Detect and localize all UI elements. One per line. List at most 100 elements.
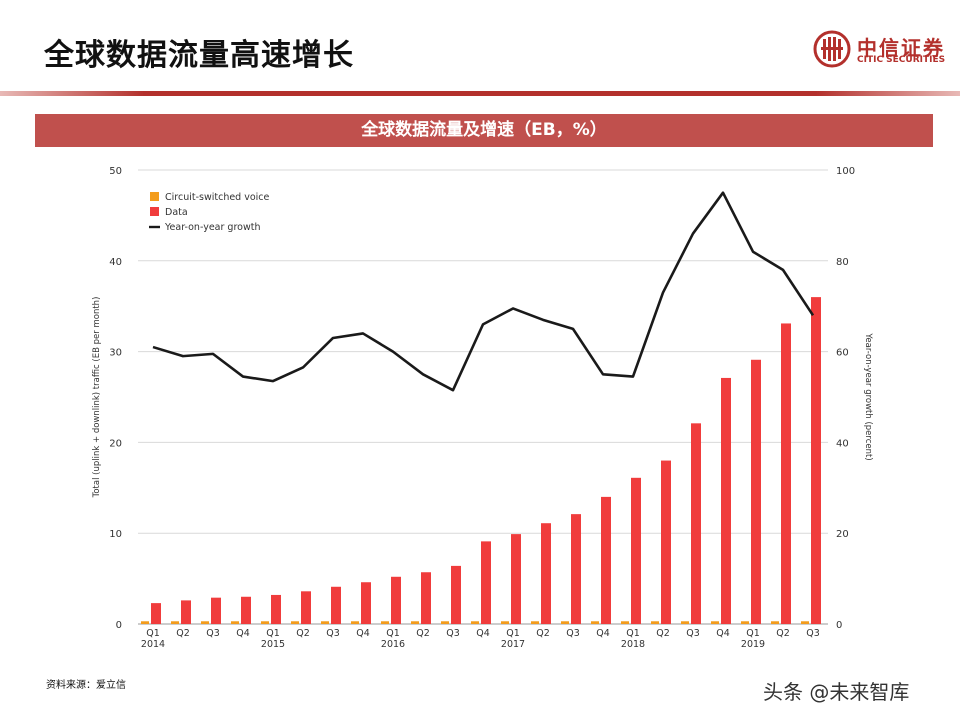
legend-swatch-data	[150, 207, 159, 216]
voice-bar	[471, 621, 479, 624]
data-bar	[661, 460, 671, 624]
voice-bar	[201, 621, 209, 624]
y-left-tick-label: 0	[116, 620, 122, 631]
voice-bar	[351, 621, 359, 624]
chart-title-banner: 全球数据流量及增速（EB，%）	[35, 114, 933, 147]
voice-bar	[621, 621, 629, 624]
data-bar	[601, 496, 611, 624]
page-title: 全球数据流量高速增长	[44, 38, 354, 73]
voice-bar	[591, 621, 599, 624]
voice-bar	[171, 621, 179, 624]
x-tick-label: Q4	[236, 628, 250, 639]
data-bar	[241, 596, 251, 624]
y-right-tick-label: 20	[836, 529, 849, 540]
data-bar	[631, 477, 641, 624]
voice-bar	[381, 621, 389, 624]
data-bar	[811, 297, 821, 624]
x-tick-label: Q3	[566, 628, 580, 639]
x-year-label: 2018	[621, 639, 645, 650]
x-tick-label: Q1	[746, 628, 760, 639]
x-tick-label: Q3	[206, 628, 220, 639]
voice-bar	[291, 621, 299, 624]
voice-bar	[141, 621, 149, 624]
bars	[141, 297, 821, 624]
growth-line-group	[152, 191, 815, 392]
data-bar	[151, 603, 161, 624]
traffic-chart: 0 10 20 30 40 50 0 20 40 60 80 100 Q1 Q2 Q3 Q4 Q1 Q2 Q3 Q4 Q…	[92, 166, 873, 650]
x-tick-label: Q2	[536, 628, 550, 639]
legend-swatch-voice	[150, 192, 159, 201]
x-tick-label: Q2	[416, 628, 430, 639]
x-tick-label: Q3	[326, 628, 340, 639]
citic-logo: 中信证券 CITIC SECURITIES	[813, 30, 948, 70]
voice-bar	[231, 621, 239, 624]
y-left-axis-title: Total (uplink + downlink) traffic (EB pe…	[92, 297, 102, 499]
y-left-tick-label: 20	[109, 438, 122, 449]
x-tick-label: Q1	[386, 628, 400, 639]
voice-bar	[561, 621, 569, 624]
y-right-tick-label: 80	[836, 257, 849, 268]
x-tick-label: Q4	[596, 628, 610, 639]
y-right-axis-title: Year-on-year growth (percent)	[863, 332, 873, 460]
data-bar	[541, 523, 551, 624]
x-tick-label: Q2	[656, 628, 670, 639]
voice-bar	[681, 621, 689, 624]
chart-title: 全球数据流量及增速（EB，%）	[361, 120, 607, 140]
y-left-tick-label: 50	[109, 166, 122, 177]
y-left-tick-label: 10	[109, 529, 122, 540]
y-right-tick-label: 40	[836, 438, 849, 449]
voice-bar	[531, 621, 539, 624]
citic-emblem-icon	[813, 30, 851, 68]
data-bar	[361, 582, 371, 624]
legend-label-growth: Year-on-year growth	[164, 222, 260, 233]
y-right-tick-label: 100	[836, 166, 855, 177]
y-left-tick-label: 40	[109, 257, 122, 268]
watermark: 头条 @未来智库	[763, 680, 910, 704]
logo-name-en: CITIC SECURITIES	[857, 55, 946, 65]
voice-bar	[741, 621, 749, 624]
voice-bar	[651, 621, 659, 624]
x-tick-label: Q3	[806, 628, 820, 639]
legend: Circuit-switched voice Data Year-on-year g…	[149, 192, 270, 233]
data-bar	[271, 594, 281, 624]
x-tick-label: Q4	[716, 628, 730, 639]
voice-bar	[771, 621, 779, 624]
header-divider	[0, 91, 960, 96]
data-bar	[751, 359, 761, 624]
data-bar	[721, 377, 731, 624]
data-bar	[481, 541, 491, 624]
data-bar	[781, 323, 791, 624]
x-tick-label: Q1	[266, 628, 280, 639]
x-year-label: 2014	[141, 639, 165, 650]
voice-bar	[441, 621, 449, 624]
data-bar	[181, 600, 191, 624]
x-tick-label: Q2	[296, 628, 310, 639]
voice-bar	[321, 621, 329, 624]
page-header: 全球数据流量高速增长 中信证券 CITIC SECURITIES	[0, 0, 960, 90]
y-right-tick-label: 0	[836, 620, 842, 631]
x-tick-label: Q3	[446, 628, 460, 639]
data-bar	[511, 534, 521, 624]
data-bar	[391, 576, 401, 624]
x-tick-label: Q3	[686, 628, 700, 639]
voice-bar	[501, 621, 509, 624]
data-bar	[451, 565, 461, 624]
data-bar	[211, 597, 221, 624]
y-left-tick-label: 30	[109, 348, 122, 359]
x-tick-label: Q2	[776, 628, 790, 639]
x-tick-label: Q1	[626, 628, 640, 639]
growth-line	[152, 191, 815, 392]
voice-bar	[411, 621, 419, 624]
x-year-label: 2019	[741, 639, 765, 650]
x-tick-label: Q4	[476, 628, 490, 639]
x-tick-label: Q2	[176, 628, 190, 639]
legend-label-voice: Circuit-switched voice	[165, 192, 270, 203]
data-bar	[421, 572, 431, 624]
logo-name-cn: 中信证券	[857, 36, 945, 60]
source-note: 资料来源：爱立信	[46, 680, 126, 691]
x-tick-label: Q1	[146, 628, 160, 639]
x-tick-label: Q4	[356, 628, 370, 639]
voice-bar	[801, 621, 809, 624]
data-bar	[571, 514, 581, 624]
voice-bar	[261, 621, 269, 624]
